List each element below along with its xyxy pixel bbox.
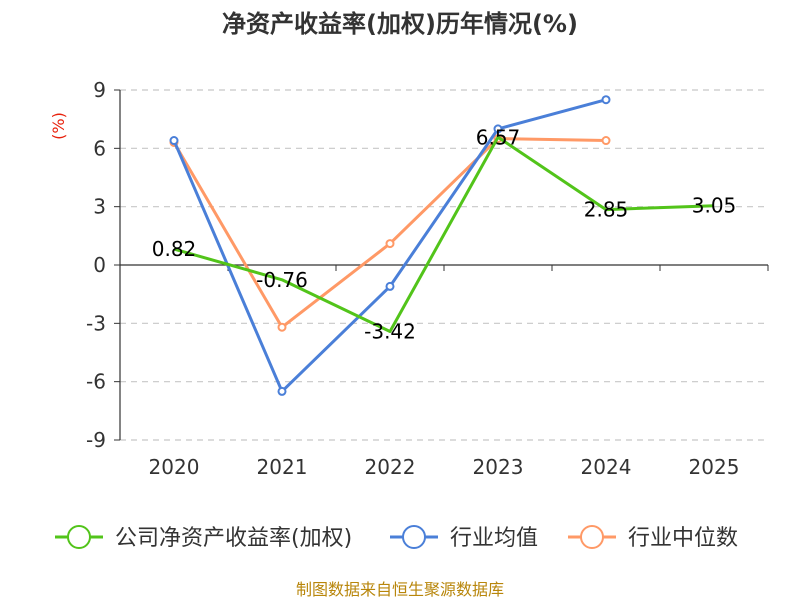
legend: 公司净资产收益率(加权) 行业均值 行业中位数 bbox=[55, 525, 738, 551]
y-tick-label: -6 bbox=[86, 370, 106, 394]
x-tick-label: 2022 bbox=[365, 455, 416, 479]
x-tick-label: 2023 bbox=[473, 455, 524, 479]
legend-label: 行业均值 bbox=[450, 526, 538, 551]
data-point bbox=[169, 136, 179, 146]
x-tick-label: 2021 bbox=[257, 455, 308, 479]
data-point bbox=[277, 322, 287, 332]
data-point bbox=[277, 386, 287, 396]
series-group bbox=[169, 95, 715, 396]
data-label: -3.42 bbox=[364, 320, 416, 344]
legend-marker bbox=[402, 525, 426, 549]
y-axis-label: (%) bbox=[49, 112, 68, 140]
series-line bbox=[173, 135, 715, 333]
data-point bbox=[385, 281, 395, 291]
y-tick-label: -9 bbox=[86, 428, 106, 452]
x-tick-label: 2024 bbox=[581, 455, 632, 479]
y-tick-label: 6 bbox=[93, 136, 106, 160]
data-label: 2.85 bbox=[584, 198, 629, 222]
source-note: 制图数据来自恒生聚源数据库 bbox=[296, 580, 504, 599]
legend-marker bbox=[67, 525, 91, 549]
data-label: 0.82 bbox=[152, 237, 197, 261]
data-point bbox=[601, 136, 611, 146]
axes: 9 6 3 0 -3 -6 -9 2020 2021 2022 2023 2024 2025 bbox=[86, 78, 769, 479]
y-tick-label: 0 bbox=[93, 253, 106, 277]
chart-title: 净资产收益率(加权)历年情况(%) bbox=[222, 10, 578, 38]
y-tick-label: -3 bbox=[86, 311, 106, 335]
data-label: -0.76 bbox=[256, 268, 308, 292]
data-point bbox=[493, 124, 503, 134]
data-labels: 0.82 -0.76 -3.42 6.57 2.85 3.05 bbox=[152, 125, 737, 343]
data-label: 3.05 bbox=[692, 194, 737, 218]
data-point bbox=[385, 239, 395, 249]
y-tick-label: 9 bbox=[93, 78, 106, 102]
legend-label: 行业中位数 bbox=[628, 526, 738, 551]
y-tick-label: 3 bbox=[93, 195, 106, 219]
legend-label: 公司净资产收益率(加权) bbox=[115, 526, 352, 551]
legend-marker bbox=[580, 525, 604, 549]
data-point bbox=[601, 95, 611, 105]
x-tick-label: 2020 bbox=[149, 455, 200, 479]
x-tick-label: 2025 bbox=[689, 455, 740, 479]
data-label: 6.57 bbox=[476, 125, 521, 149]
